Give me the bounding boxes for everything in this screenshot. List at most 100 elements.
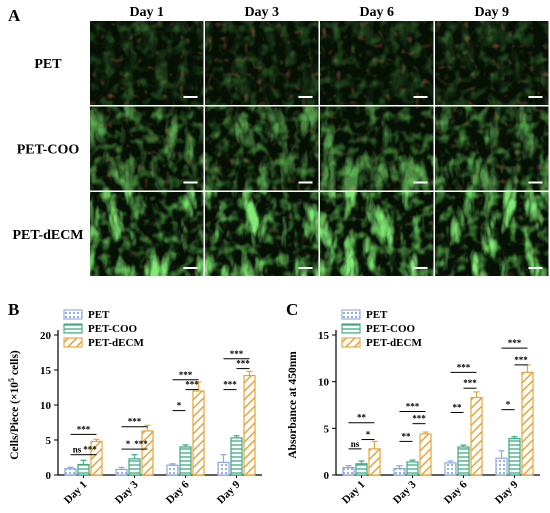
- micrograph-column-label: Day 6: [359, 5, 394, 20]
- bar: [166, 464, 179, 476]
- y-tick-label: 0: [46, 470, 52, 482]
- x-tick-label: Day 3: [113, 478, 141, 506]
- panel-label-c: C: [286, 300, 299, 319]
- panel-label-b: B: [8, 300, 20, 319]
- micrograph-column-label: Day 3: [244, 5, 279, 20]
- x-tick-label: Day 9: [215, 478, 243, 506]
- micrograph-tile: [435, 21, 549, 105]
- significance-label: ***: [179, 370, 193, 380]
- y-axis-label: Absorbance at 450nm: [287, 351, 299, 459]
- legend-entry: PET-dECM: [88, 337, 144, 349]
- bar: [419, 433, 432, 476]
- micrograph-tile: [90, 21, 204, 105]
- y-tick-label: 5: [46, 435, 52, 447]
- significance-label: *: [126, 439, 131, 449]
- significance-label: ***: [230, 349, 244, 359]
- significance-label: **: [453, 402, 463, 412]
- bar: [393, 467, 406, 476]
- micrograph-tile: [90, 106, 204, 191]
- micrograph-row-label: PET: [34, 57, 62, 72]
- bar: [406, 461, 419, 476]
- significance-label: ***: [134, 439, 148, 449]
- legend-swatch: [341, 309, 361, 320]
- significance-label: ***: [463, 378, 477, 388]
- micrograph-tile: [320, 21, 434, 105]
- y-tick-label: 10: [318, 377, 330, 389]
- y-tick-label: 0: [324, 470, 330, 482]
- bar: [141, 430, 154, 476]
- y-tick-label: 10: [40, 400, 52, 412]
- legend-swatch: [63, 323, 83, 334]
- y-axis-label-tail: cells): [9, 350, 21, 378]
- bar: [217, 461, 230, 476]
- chart-absorbance: 0 5 10 15 Absorbance at 450nm Day 1 Day 3 Day 6…: [287, 309, 540, 507]
- bar: [128, 458, 141, 476]
- legend-swatch: [63, 337, 83, 348]
- significance-label: ***: [514, 355, 528, 365]
- significance-label: ***: [412, 414, 426, 424]
- micrograph-row-label: PET-dECM: [12, 228, 83, 243]
- significance-label: ***: [236, 359, 250, 369]
- significance-label: ***: [128, 417, 142, 427]
- micrograph-tile: [320, 106, 434, 191]
- significance-label: ***: [77, 424, 91, 434]
- legend-swatch: [341, 337, 361, 348]
- bar: [495, 457, 508, 476]
- micrograph-tile: [90, 192, 204, 276]
- significance-label: **: [402, 431, 412, 441]
- bar: [230, 437, 243, 476]
- bar: [243, 374, 256, 476]
- significance-label: ***: [508, 338, 522, 348]
- x-tick-label: Day 1: [340, 479, 368, 507]
- y-axis-label-main: Cells/Piece (×10: [9, 382, 21, 460]
- y-axis-label: Cells/Piece (×105 cells): [7, 350, 21, 460]
- bar: [470, 396, 483, 476]
- x-tick-label: Day 6: [442, 478, 470, 506]
- micrograph-row-label: PET-COO: [17, 143, 80, 158]
- legend-entry: PET: [366, 309, 388, 321]
- bar: [355, 463, 368, 476]
- significance-label: ***: [83, 445, 97, 455]
- bar: [179, 446, 192, 476]
- significance-label: *: [366, 430, 371, 440]
- significance-label: ***: [457, 362, 471, 372]
- micrograph-tile: [205, 21, 319, 105]
- legend-entry: PET-COO: [366, 323, 416, 335]
- legend-entry: PET: [88, 309, 110, 321]
- bar: [192, 390, 205, 476]
- bar: [444, 462, 457, 476]
- x-tick-label: Day 1: [62, 479, 90, 507]
- significance-label: *: [177, 401, 182, 411]
- significance-label: **: [357, 413, 367, 423]
- legend-entry: PET-dECM: [366, 337, 422, 349]
- significance-label: ns: [73, 445, 82, 455]
- micrograph-tile: [205, 192, 319, 276]
- y-tick-label: 15: [40, 365, 52, 377]
- significance-label: ns: [351, 439, 360, 449]
- bar: [521, 371, 534, 476]
- legend-swatch: [63, 309, 83, 320]
- y-tick-label: 20: [40, 330, 52, 342]
- bar: [64, 468, 77, 476]
- x-tick-label: Day 9: [493, 478, 521, 506]
- x-tick-label: Day 3: [391, 478, 419, 506]
- bar: [368, 448, 381, 476]
- micrograph-tile: [205, 106, 319, 191]
- bar: [77, 463, 90, 476]
- legend-entry: PET-COO: [88, 323, 138, 335]
- panel-label-a: A: [8, 6, 21, 25]
- bar: [115, 468, 128, 476]
- micrograph-column-label: Day 9: [474, 5, 509, 20]
- bar: [457, 446, 470, 476]
- bar: [342, 466, 355, 476]
- legend-swatch: [341, 323, 361, 334]
- y-tick-label: 15: [318, 330, 330, 342]
- significance-label: *: [506, 400, 511, 410]
- significance-label: ***: [406, 402, 420, 412]
- micrograph-column-label: Day 1: [129, 5, 164, 20]
- significance-label: ***: [223, 380, 237, 390]
- micrograph-tile: [435, 106, 549, 191]
- chart-cells-per-piece: 0 5 10 15 20 Cells/Piece (×105 cells) Day 1 Day…: [7, 309, 262, 507]
- bar: [508, 438, 521, 476]
- y-tick-label: 5: [324, 423, 330, 435]
